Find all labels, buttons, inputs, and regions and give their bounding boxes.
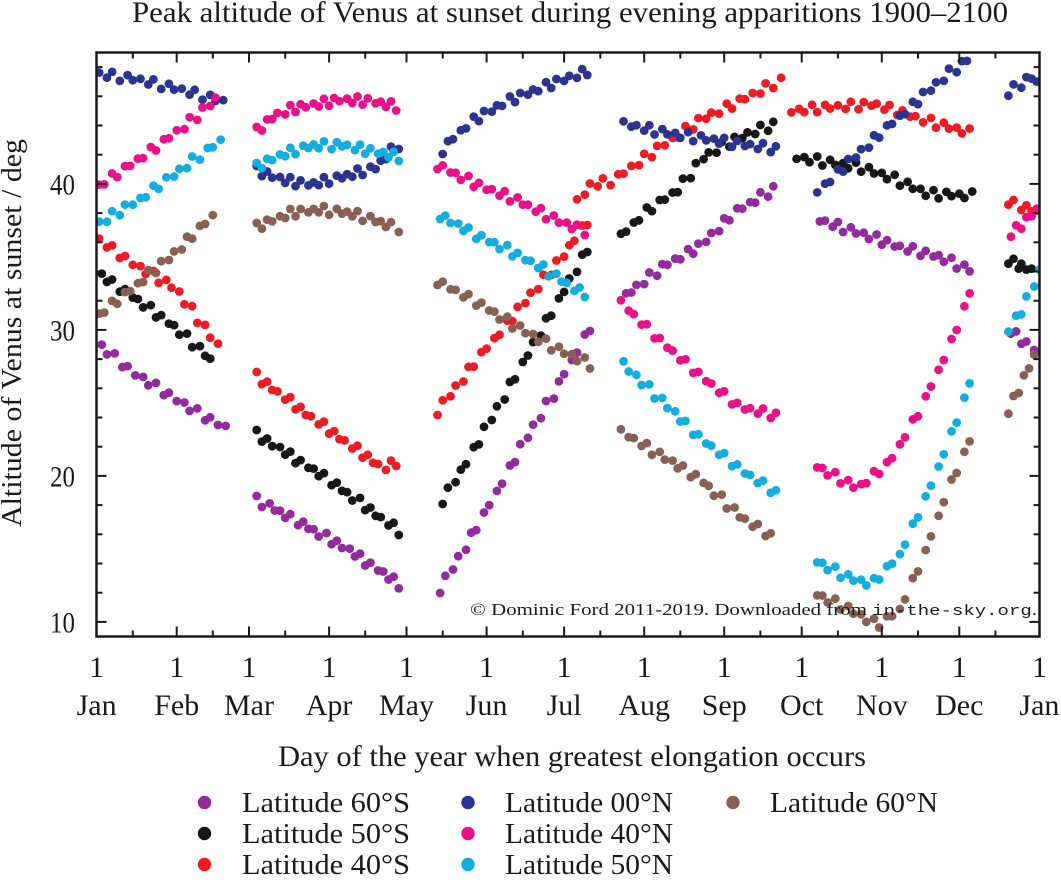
- svg-text:Day of the year when greatest: Day of the year when greatest elongation…: [278, 740, 866, 773]
- svg-text:Latitude 00°N: Latitude 00°N: [505, 787, 673, 819]
- svg-text:Jul: Jul: [547, 689, 582, 722]
- svg-text:40: 40: [50, 168, 75, 201]
- svg-text:1: 1: [242, 651, 257, 684]
- svg-text:1: 1: [479, 651, 494, 684]
- svg-text:Nov: Nov: [856, 689, 908, 722]
- svg-text:Latitude 50°S: Latitude 50°S: [242, 818, 410, 850]
- svg-text:1: 1: [557, 651, 572, 684]
- svg-text:Peak altitude of Venus at suns: Peak altitude of Venus at sunset during …: [132, 0, 1008, 29]
- svg-text:10: 10: [50, 606, 75, 639]
- svg-text:Dec: Dec: [935, 689, 983, 722]
- svg-text:1: 1: [717, 651, 732, 684]
- svg-text:Latitude 40°S: Latitude 40°S: [242, 849, 410, 877]
- svg-text:1: 1: [1032, 651, 1047, 684]
- svg-text:Aug: Aug: [618, 689, 670, 722]
- svg-text:Latitude 50°N: Latitude 50°N: [505, 849, 673, 877]
- svg-text:Feb: Feb: [154, 689, 199, 722]
- svg-text:1: 1: [952, 651, 967, 684]
- svg-text:Oct: Oct: [780, 689, 824, 722]
- svg-text:1: 1: [794, 651, 809, 684]
- svg-text:Latitude 60°N: Latitude 60°N: [770, 787, 938, 819]
- svg-text:1: 1: [874, 651, 889, 684]
- svg-text:Jan: Jan: [1019, 689, 1059, 722]
- svg-text:Mar: Mar: [224, 689, 274, 722]
- svg-text:1: 1: [637, 651, 652, 684]
- svg-text:May: May: [379, 689, 434, 722]
- svg-text:Altitude of Venus at sunset /: Altitude of Venus at sunset / deg: [0, 139, 28, 527]
- svg-text:Latitude 40°N: Latitude 40°N: [505, 818, 673, 850]
- svg-text:1: 1: [89, 651, 104, 684]
- svg-text:Latitude 60°S: Latitude 60°S: [242, 787, 410, 819]
- svg-text:Jun: Jun: [466, 689, 508, 722]
- svg-text:30: 30: [50, 314, 75, 347]
- svg-text:Apr: Apr: [306, 689, 353, 722]
- svg-text:1: 1: [169, 651, 184, 684]
- svg-text:20: 20: [50, 460, 75, 493]
- svg-text:© Dominic Ford 2011-2019. Down: © Dominic Ford 2011-2019. Downloaded fro…: [470, 600, 1037, 620]
- svg-text:1: 1: [322, 651, 337, 684]
- svg-text:Jan: Jan: [77, 689, 117, 722]
- svg-text:Sep: Sep: [702, 689, 747, 722]
- svg-text:1: 1: [399, 651, 414, 684]
